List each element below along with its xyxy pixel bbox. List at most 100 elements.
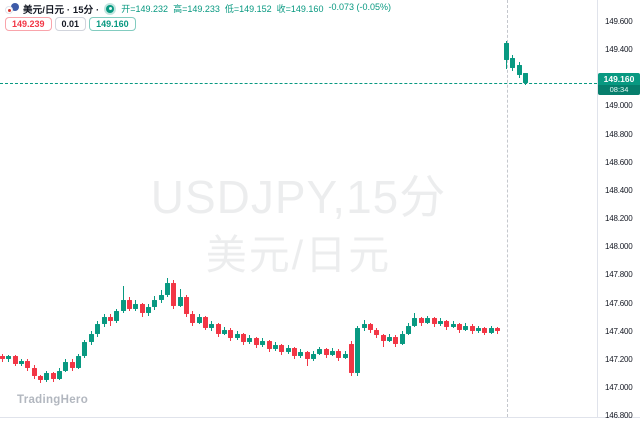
candle-body (329, 350, 335, 356)
candle-body (298, 352, 304, 357)
candle-body (63, 362, 69, 371)
sell-price-button[interactable]: 149.239 (5, 17, 52, 31)
ohlc-values: 开=149.232 高=149.233 低=149.152 收=149.160 … (121, 2, 391, 15)
candle-body (184, 297, 190, 315)
spread-value[interactable]: 0.01 (54, 17, 87, 31)
candle-body (336, 350, 342, 358)
quote-badges: 149.239 0.01 149.160 (5, 17, 136, 31)
countdown-timer: 08:34 (598, 84, 640, 95)
candle-body (126, 300, 132, 309)
candle-body (523, 73, 529, 84)
price-axis-label: 148.600 (605, 157, 633, 167)
candle-body (406, 325, 412, 334)
candle-body (504, 43, 509, 60)
candle-body (120, 300, 126, 312)
candle-body (516, 65, 522, 75)
candle-body (253, 338, 259, 346)
candle-body (19, 360, 25, 364)
currency-pair-flags-icon (5, 3, 19, 14)
price-axis-label: 148.800 (605, 129, 633, 139)
candle-body (69, 362, 75, 368)
current-price-line (0, 83, 597, 85)
ohlc-high: 高=149.233 (173, 4, 220, 14)
candle-body (228, 329, 234, 339)
candle-body (418, 318, 424, 323)
candle-body (82, 342, 88, 357)
candle-body (12, 356, 18, 364)
candle-body (323, 349, 329, 356)
candle-body (279, 345, 285, 353)
buy-price-button[interactable]: 149.160 (89, 17, 136, 31)
price-axis-separator (597, 0, 598, 417)
candle-body (374, 329, 380, 336)
price-axis-label: 149.400 (605, 45, 633, 55)
ohlc-open: 开=149.232 (121, 4, 169, 14)
candle-body (456, 324, 462, 330)
price-axis[interactable]: 149.160 08:34 149.600149.400149.200149.0… (598, 0, 640, 421)
candle-body (158, 294, 164, 301)
tradinghero-logo: TradingHero (17, 394, 89, 406)
candle-body (139, 304, 145, 313)
candle-body (171, 283, 177, 306)
candle-body (57, 370, 63, 379)
candle-body (399, 333, 405, 344)
candle-body (177, 297, 183, 306)
current-price-badge: 149.160 08:34 (598, 72, 640, 95)
candle-body (342, 353, 348, 358)
candle-body (469, 325, 475, 332)
market-status-icon (106, 4, 115, 13)
price-axis-label: 149.600 (605, 17, 633, 27)
candle-body (393, 336, 399, 344)
candle-body (209, 324, 215, 329)
price-axis-label: 149.000 (605, 101, 633, 111)
candle-body (0, 356, 5, 360)
price-axis-label: 147.000 (605, 382, 633, 392)
candle-body (450, 324, 456, 327)
price-axis-label: 147.600 (605, 298, 633, 308)
ohlc-close: 收=149.160 (276, 4, 324, 14)
price-axis-label: 148.200 (605, 214, 633, 224)
candle-body (380, 335, 386, 341)
candle-body (260, 341, 266, 346)
candle-body (101, 317, 107, 325)
candle-body (488, 328, 494, 333)
symbol-title[interactable]: 美元/日元 · 15分 · (23, 4, 100, 16)
candle-body (463, 325, 469, 330)
chart-legend: 美元/日元 · 15分 · 开=149.232 高=149.233 低=149.… (5, 2, 391, 16)
candle-body (431, 318, 437, 325)
candle-body (44, 373, 50, 381)
candle-body (387, 336, 393, 341)
candle-body (25, 360, 31, 368)
candlestick-series (0, 41, 529, 384)
price-axis-label: 147.400 (605, 326, 633, 336)
candle-body (95, 324, 101, 334)
price-axis-label: 148.000 (605, 242, 633, 252)
candle-body (222, 329, 228, 334)
candle-body (6, 356, 12, 360)
candle-body (425, 318, 431, 323)
candle-body (234, 333, 240, 339)
candle-body (38, 376, 44, 381)
candle-body (190, 314, 196, 323)
candle-body (50, 373, 56, 379)
candle-body (203, 317, 209, 329)
candle-body (31, 367, 37, 377)
candle-body (196, 317, 202, 323)
candle-body (164, 283, 170, 295)
candle-body (152, 300, 158, 308)
bottom-border (0, 417, 640, 418)
candle-wick (122, 286, 124, 313)
candle-body (266, 341, 272, 350)
price-axis-label: 146.800 (605, 411, 633, 421)
candle-body (355, 328, 361, 374)
chart-pane[interactable]: USDJPY,15分 美元/日元 美元/日元 · 15分 · 开=149.232… (0, 0, 597, 417)
candle-body (482, 328, 488, 333)
candle-body (107, 317, 113, 322)
candle-body (88, 333, 94, 343)
candle-body (437, 321, 443, 325)
candle-body (133, 304, 139, 309)
candle-body (494, 328, 500, 332)
candle-body (444, 321, 450, 327)
candle-body (145, 307, 151, 313)
